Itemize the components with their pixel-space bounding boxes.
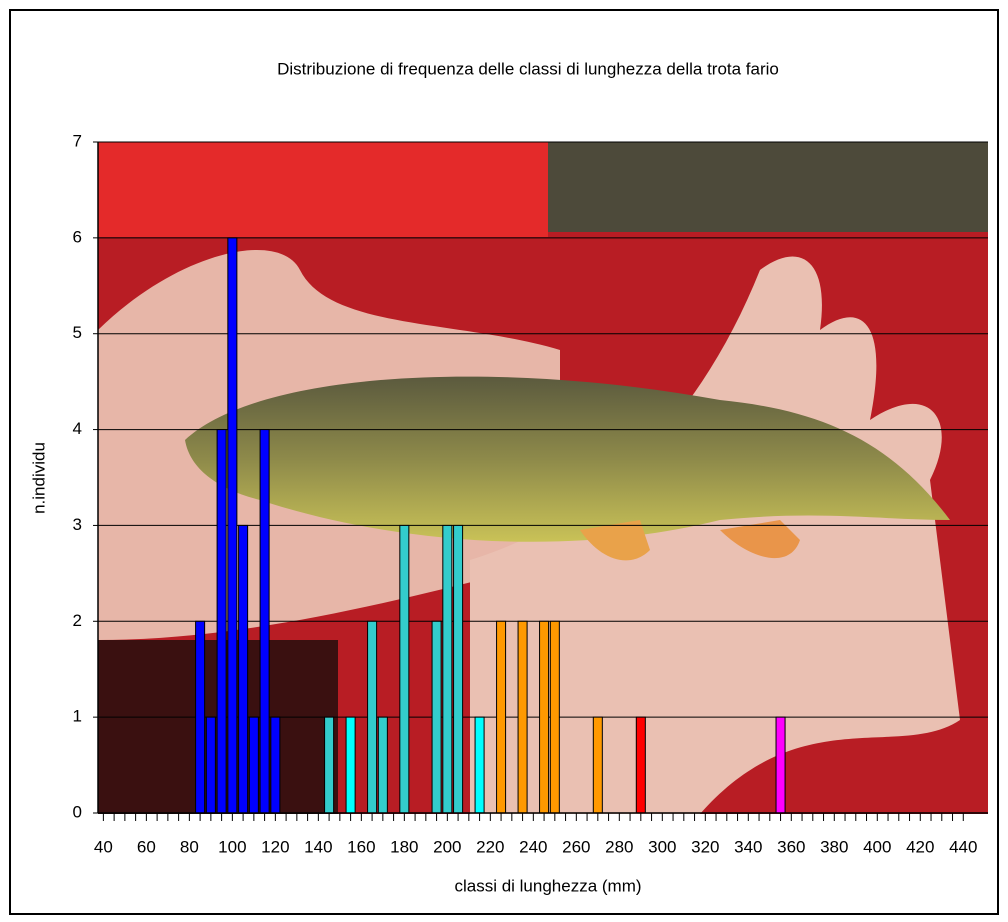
y-tick-label: 5 xyxy=(73,323,82,342)
bar xyxy=(227,237,238,814)
bar xyxy=(216,429,227,814)
bar xyxy=(367,620,378,814)
x-tick-label: 180 xyxy=(390,837,418,856)
bar xyxy=(496,620,507,814)
y-tick-label: 0 xyxy=(73,802,82,821)
x-tick-label: 280 xyxy=(605,837,633,856)
bar xyxy=(399,524,410,814)
bar xyxy=(474,716,485,814)
bar xyxy=(345,716,356,814)
x-tick-label: 320 xyxy=(691,837,719,856)
bar xyxy=(248,716,259,814)
bar xyxy=(377,716,388,814)
chart-title: Distribuzione di frequenza delle classi … xyxy=(277,59,779,78)
bar xyxy=(195,620,206,814)
x-tick-label: 300 xyxy=(648,837,676,856)
x-tick-label: 40 xyxy=(94,837,113,856)
bar xyxy=(517,620,528,814)
x-axis-label: classi di lunghezza (mm) xyxy=(454,876,641,895)
bar xyxy=(453,524,464,814)
bar xyxy=(549,620,560,814)
x-tick-label: 260 xyxy=(562,837,590,856)
bar xyxy=(442,524,453,814)
x-tick-label: 80 xyxy=(180,837,199,856)
y-tick-label: 3 xyxy=(73,515,82,534)
x-tick-label: 380 xyxy=(820,837,848,856)
y-tick-label: 1 xyxy=(73,707,82,726)
x-tick-label: 360 xyxy=(777,837,805,856)
y-tick-label: 7 xyxy=(73,131,82,150)
x-tick-label: 120 xyxy=(261,837,289,856)
bar xyxy=(270,716,281,814)
bar xyxy=(539,620,550,814)
bar xyxy=(205,716,216,814)
bar xyxy=(592,716,603,814)
x-tick-label: 420 xyxy=(906,837,934,856)
y-tick-label: 6 xyxy=(73,227,82,246)
bar xyxy=(431,620,442,814)
bar xyxy=(775,716,786,814)
x-tick-label: 220 xyxy=(476,837,504,856)
x-tick-label: 400 xyxy=(863,837,891,856)
x-tick-label: 100 xyxy=(218,837,246,856)
x-tick-label: 160 xyxy=(347,837,375,856)
bar xyxy=(238,524,249,814)
bar xyxy=(324,716,335,814)
x-tick-label: 240 xyxy=(519,837,547,856)
x-tick-label: 140 xyxy=(304,837,332,856)
y-tick-label: 2 xyxy=(73,611,82,630)
x-tick-label: 340 xyxy=(734,837,762,856)
bar xyxy=(259,429,270,814)
x-tick-label: 440 xyxy=(949,837,977,856)
x-tick-label: 200 xyxy=(433,837,461,856)
y-axis-label: n.individu xyxy=(29,442,48,514)
bar xyxy=(635,716,646,814)
y-tick-label: 4 xyxy=(73,419,82,438)
x-tick-label: 60 xyxy=(137,837,156,856)
